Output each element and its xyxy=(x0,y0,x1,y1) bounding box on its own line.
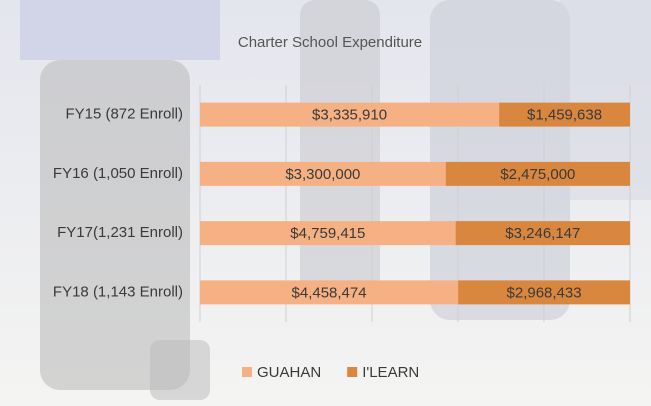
data-label: $2,475,000 xyxy=(500,166,575,183)
legend-swatch xyxy=(347,367,358,377)
data-label: $3,300,000 xyxy=(285,166,360,183)
bar-segment xyxy=(200,102,500,127)
legend-label: I'LEARN xyxy=(362,364,419,381)
bar-segment xyxy=(445,161,630,186)
bar-segment xyxy=(499,102,630,127)
y-tick-label: FY15 (872 Enroll) xyxy=(65,106,183,123)
bar-segment xyxy=(200,161,446,186)
data-label: $3,246,147 xyxy=(505,225,580,242)
y-tick-label: FY17(1,231 Enroll) xyxy=(57,224,183,241)
y-tick-label: FY16 (1,050 Enroll) xyxy=(53,165,183,182)
data-label: $4,759,415 xyxy=(290,225,365,242)
data-label: $4,458,474 xyxy=(292,284,367,301)
legend-label: GUAHAN xyxy=(257,364,321,381)
y-tick-label: FY18 (1,143 Enroll) xyxy=(53,283,183,300)
bar-segment xyxy=(458,280,630,305)
bar-segment xyxy=(455,221,630,246)
data-label: $1,459,638 xyxy=(527,107,602,124)
data-label: $3,335,910 xyxy=(312,107,387,124)
data-label: $2,968,433 xyxy=(507,284,582,301)
chart-title: Charter School Expenditure xyxy=(238,34,422,51)
bar-segment xyxy=(200,221,456,246)
legend-swatch xyxy=(242,367,252,377)
bar-segment xyxy=(200,280,459,305)
